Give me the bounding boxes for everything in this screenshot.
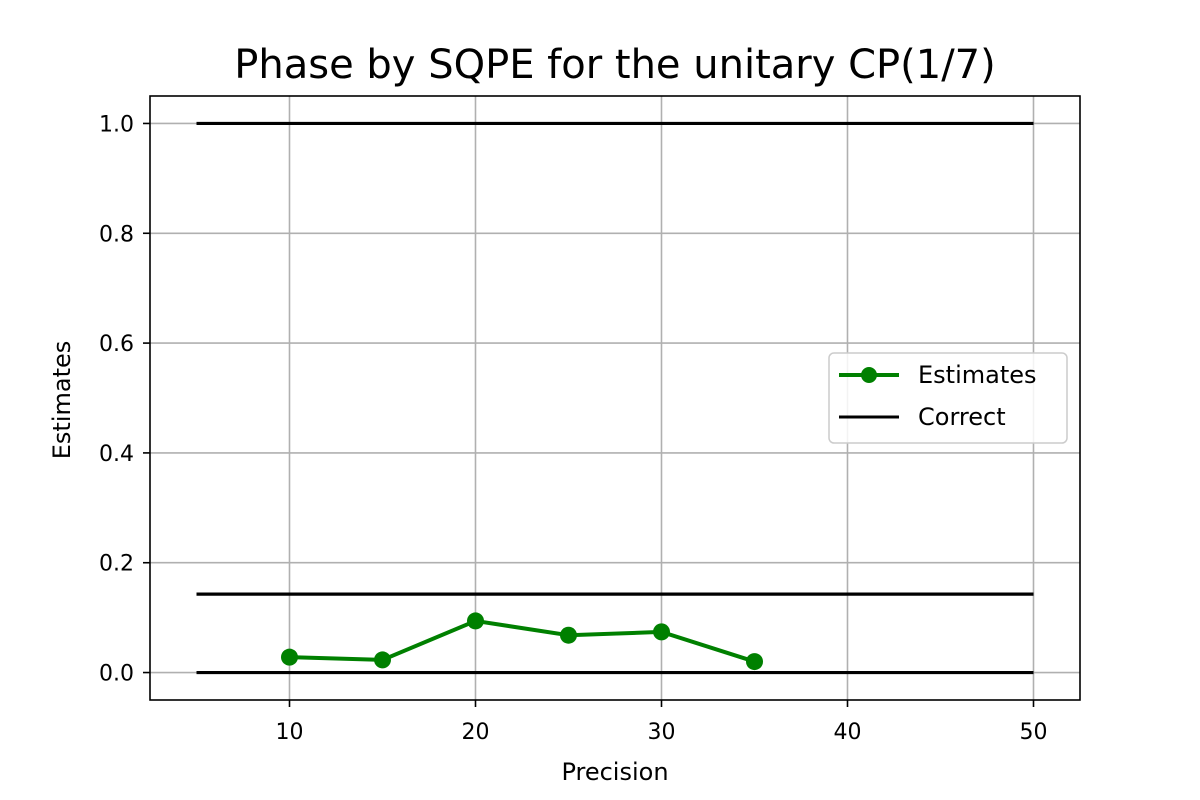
y-tick-label: 0.8 (99, 222, 134, 247)
y-tick-label: 0.0 (99, 662, 134, 687)
axes-frame (149, 95, 1081, 701)
legend-label-correct: Correct (918, 403, 1006, 431)
estimates-point (374, 651, 391, 669)
estimates-point (746, 653, 763, 671)
x-tick-label: 30 (648, 720, 676, 745)
legend-marker-estimates (861, 367, 877, 383)
y-tick-label: 0.6 (99, 332, 134, 357)
x-tick-label: 10 (276, 720, 304, 745)
y-tick-label: 1.0 (99, 112, 134, 137)
chart-title: Phase by SQPE for the unitary CP(1/7) (234, 42, 995, 88)
legend-label-estimates: Estimates (918, 361, 1037, 389)
estimates-point (281, 648, 298, 666)
ticks: 10 20 30 40 50 0.0 0.2 0.4 0.6 0.8 1.0 (99, 112, 1048, 745)
x-tick-label: 40 (834, 720, 862, 745)
x-tick-label: 20 (462, 720, 490, 745)
estimates-point (560, 626, 577, 644)
y-tick-label: 0.2 (99, 552, 134, 577)
estimates-point (467, 612, 484, 630)
legend: Estimates Correct (828, 352, 1068, 444)
estimates-point (653, 623, 670, 641)
y-axis-label: Estimates (48, 341, 76, 460)
y-tick-label: 0.4 (99, 442, 134, 467)
x-tick-label: 50 (1020, 720, 1048, 745)
plot-area (196, 121, 1034, 675)
estimates-line (289, 618, 756, 664)
x-axis-label: Precision (561, 758, 668, 786)
